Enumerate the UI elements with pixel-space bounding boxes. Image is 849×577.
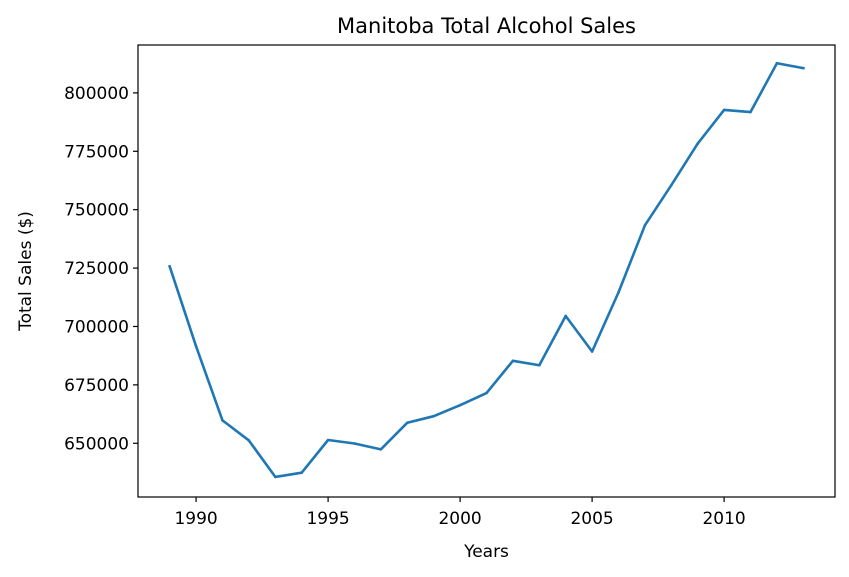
data-point xyxy=(590,350,594,353)
y-tick-label: 725000 xyxy=(64,259,129,279)
series-layer xyxy=(168,61,805,479)
data-point xyxy=(405,421,409,425)
data-point xyxy=(696,142,700,145)
y-tick-label: 800000 xyxy=(64,84,129,104)
series-line xyxy=(168,61,805,479)
data-point xyxy=(775,61,779,65)
y-axis-label: Total Sales ($) xyxy=(16,211,36,332)
x-tick-label: 1995 xyxy=(306,509,349,529)
data-point xyxy=(670,183,673,187)
x-tick-label: 2000 xyxy=(438,509,481,529)
data-point xyxy=(168,265,171,268)
data-point xyxy=(617,291,620,294)
data-point xyxy=(432,414,435,418)
data-point xyxy=(511,359,515,363)
data-point xyxy=(538,363,541,367)
y-tick-label: 750000 xyxy=(64,201,129,221)
y-tick-label: 775000 xyxy=(64,142,129,162)
data-point xyxy=(221,419,224,422)
data-point xyxy=(194,345,198,348)
y-tick-label: 650000 xyxy=(64,434,129,454)
data-point xyxy=(300,471,303,475)
x-axis: 1990 1995 2000 2005 2010 xyxy=(174,497,746,529)
data-point xyxy=(485,391,488,395)
data-point xyxy=(643,224,647,227)
x-axis-label: Years xyxy=(463,542,509,562)
y-tick-label: 675000 xyxy=(64,376,129,396)
data-point xyxy=(326,438,330,442)
data-point xyxy=(564,314,568,318)
data-point xyxy=(273,475,277,479)
plot-frame xyxy=(137,44,836,498)
chart-title: Manitoba Total Alcohol Sales xyxy=(337,14,636,38)
x-tick-label: 2005 xyxy=(570,509,613,529)
data-point xyxy=(379,448,383,451)
y-axis: 650000 675000 700000 725000 750000 775000 8000… xyxy=(64,84,138,454)
data-point xyxy=(749,110,752,114)
data-point xyxy=(802,66,805,70)
data-point xyxy=(722,108,726,112)
x-tick-label: 2010 xyxy=(702,509,745,529)
x-tick-label: 1990 xyxy=(174,509,217,529)
data-point xyxy=(458,403,462,407)
y-tick-label: 700000 xyxy=(64,317,129,337)
data-point xyxy=(247,439,251,442)
data-point xyxy=(353,442,356,445)
